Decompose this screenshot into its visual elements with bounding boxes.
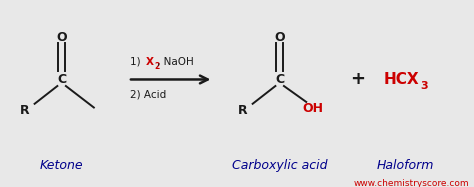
Text: O: O (274, 31, 285, 44)
Text: Carboxylic acid: Carboxylic acid (232, 160, 328, 172)
Text: OH: OH (302, 102, 323, 115)
Text: Haloform: Haloform (376, 160, 434, 172)
Text: C: C (57, 73, 66, 86)
Text: +: + (350, 70, 365, 88)
Text: R: R (238, 104, 248, 117)
Text: 2: 2 (155, 62, 160, 71)
Text: O: O (56, 31, 67, 44)
Text: HCX: HCX (384, 72, 419, 87)
Text: R: R (20, 104, 30, 117)
Text: 3: 3 (420, 81, 428, 91)
Text: 1): 1) (130, 57, 144, 67)
Text: Ketone: Ketone (40, 160, 83, 172)
Text: X: X (146, 57, 154, 67)
Text: C: C (275, 73, 284, 86)
Text: www.chemistryscore.com: www.chemistryscore.com (354, 179, 469, 187)
Text: 2) Acid: 2) Acid (130, 89, 166, 99)
Text: , NaOH: , NaOH (157, 57, 194, 67)
